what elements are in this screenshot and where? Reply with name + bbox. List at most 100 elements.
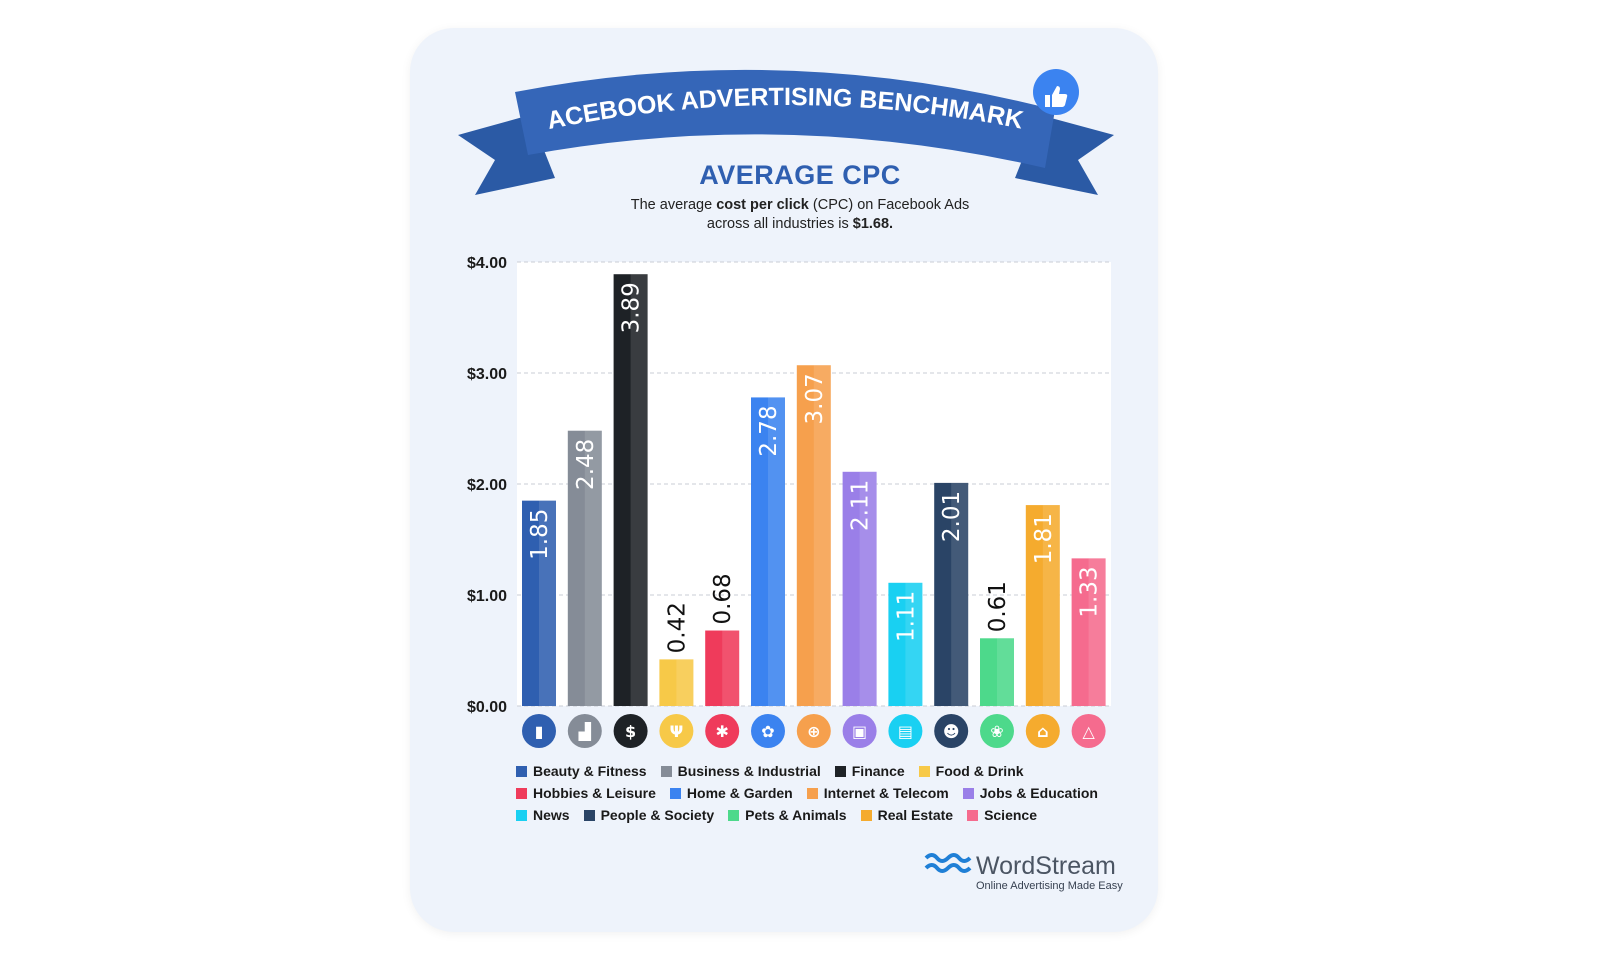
paw-icon-glyph: ❀ — [990, 722, 1003, 741]
bar-value-label: 2.11 — [848, 480, 874, 531]
y-tick-label: $1.00 — [467, 588, 507, 605]
bar-value-label: 2.78 — [756, 405, 782, 456]
bar-highlight — [722, 630, 740, 706]
logo-name: WordStream — [976, 852, 1116, 880]
legend-label: Science — [984, 807, 1037, 823]
bar-highlight — [1088, 558, 1106, 706]
bar-value-label: 2.48 — [573, 439, 599, 490]
bar-value-label: 0.61 — [985, 581, 1011, 632]
globe-icon — [796, 714, 831, 748]
bar-highlight — [859, 471, 877, 706]
bar — [842, 471, 877, 706]
title-ribbon: FACEBOOK ADVERTISING BENCHMARKS — [0, 0, 1114, 195]
bar-highlight — [813, 365, 831, 706]
legend-swatch — [918, 765, 930, 777]
logo-tagline: Online Advertising Made Easy — [976, 880, 1123, 892]
factory-icon — [567, 714, 602, 748]
bar-highlight — [584, 430, 602, 706]
lipstick-icon-glyph: ▮ — [535, 722, 544, 741]
lipstick-icon — [522, 714, 556, 748]
briefcase-icon-glyph: ▣ — [852, 722, 867, 741]
bar-highlight — [1042, 505, 1060, 706]
bar-highlight — [768, 397, 785, 706]
legend-swatch — [860, 809, 872, 821]
bar-chart: $0.00 $1.00 $2.00 $3.00 $4.00 1.85 ▮ 2.48 ▟ 3.89 $… — [467, 255, 1111, 748]
bar-highlight — [905, 582, 923, 706]
bar-highlight — [997, 638, 1014, 706]
bar — [1071, 558, 1106, 706]
bar-value-label: 3.07 — [802, 373, 828, 424]
y-tick-label: $4.00 — [467, 255, 507, 272]
bar — [751, 397, 785, 706]
legend-swatch — [967, 809, 979, 821]
bar — [567, 430, 602, 706]
legend-label: Home & Garden — [686, 785, 793, 801]
bar-value-label: 3.89 — [619, 282, 645, 333]
legend-row: Hobbies & Leisure Home & Garden Internet &… — [516, 782, 1136, 804]
legend-swatch — [516, 809, 527, 821]
legend-label: Food & Drink — [935, 763, 1024, 779]
bar — [934, 482, 969, 706]
bar-value-label: 0.42 — [664, 602, 690, 653]
bar — [1025, 505, 1060, 706]
bar-value-label: 0.68 — [710, 573, 736, 624]
legend-label: People & Society — [600, 807, 715, 823]
globe-icon-glyph: ⊕ — [807, 722, 820, 741]
bar-highlight — [676, 659, 694, 706]
bar — [613, 274, 648, 706]
legend-label: Internet & Telecom — [823, 785, 949, 801]
y-tick-label: $2.00 — [467, 477, 507, 494]
chart-title: AVERAGE CPC — [699, 160, 901, 190]
factory-icon-glyph: ▟ — [578, 722, 592, 741]
bar-highlight — [951, 482, 969, 706]
newspaper-icon — [888, 714, 923, 748]
legend-swatch — [516, 787, 527, 799]
chart-description-line1: The average cost per click (CPC) on Face… — [0, 197, 1600, 213]
bar-value-label: 2.01 — [939, 491, 965, 542]
legend-swatch — [583, 809, 595, 821]
dollar-cycle-icon — [613, 714, 648, 748]
y-tick-label: $3.00 — [467, 366, 507, 383]
desc-bold: cost per click — [716, 197, 809, 213]
legend-item: Finance — [834, 763, 905, 779]
legend-row: Beauty & Fitness Business & Industrial Fin… — [516, 760, 1136, 782]
wave-logo-icon — [924, 853, 972, 873]
dollar-cycle-icon-glyph: $ — [625, 722, 636, 741]
legend-swatch — [516, 765, 527, 777]
legend-label: Real Estate — [877, 807, 954, 823]
fork-knife-icon-glyph: Ψ — [670, 722, 684, 741]
flask-icon — [1071, 714, 1106, 748]
legend-label: Pets & Animals — [745, 807, 847, 823]
bar — [522, 500, 556, 706]
fork-knife-icon — [659, 714, 694, 748]
legend-item: Science — [967, 807, 1037, 823]
legend-label: Beauty & Fitness — [533, 763, 647, 779]
legend-swatch — [962, 787, 974, 799]
puzzle-icon-glyph: ✱ — [715, 722, 728, 741]
legend-item: Food & Drink — [918, 763, 1024, 779]
people-icon — [934, 714, 969, 748]
bar — [705, 630, 740, 706]
bar-value-label: 1.81 — [1031, 513, 1057, 564]
legend-item: People & Society — [583, 807, 715, 823]
briefcase-icon — [842, 714, 877, 748]
desc-text: across all industries is — [706, 216, 853, 232]
desc-bold: $1.68. — [852, 216, 894, 232]
bar — [659, 659, 694, 706]
people-icon-glyph: ☻ — [943, 722, 960, 741]
house-icon — [1025, 714, 1060, 748]
wordstream-logo: WordStream Online Advertising Made Easy — [924, 852, 1123, 892]
chart-description-line2: across all industries is $1.68. — [0, 216, 1600, 232]
legend-item: Jobs & Education — [962, 785, 1098, 801]
bar — [796, 365, 831, 706]
legend-label: Finance — [851, 763, 905, 779]
legend-swatch — [660, 765, 672, 777]
paw-icon — [980, 714, 1014, 748]
legend-row: News People & Society Pets & Animals Real E… — [516, 804, 1136, 826]
desc-text: (CPC) on Facebook Ads — [808, 197, 970, 213]
legend-label: Jobs & Education — [979, 785, 1098, 801]
legend-label: News — [533, 807, 570, 823]
flask-icon-glyph: △ — [1082, 722, 1095, 741]
flower-icon — [751, 714, 785, 748]
flower-icon-glyph: ✿ — [761, 722, 774, 741]
